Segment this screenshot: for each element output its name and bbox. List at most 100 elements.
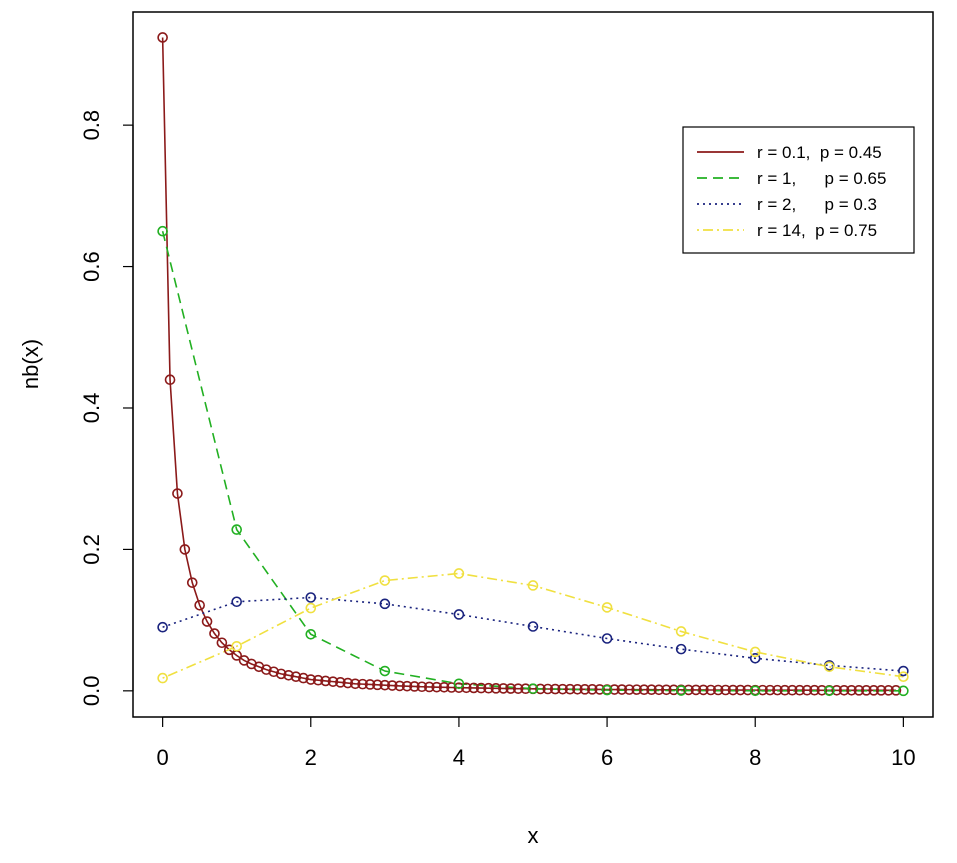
data-point	[720, 684, 731, 696]
data-point	[231, 640, 242, 652]
data-point	[801, 684, 813, 696]
data-point	[816, 684, 828, 696]
x-tick-label: 2	[305, 745, 317, 770]
data-point	[209, 628, 220, 639]
data-point	[875, 685, 887, 696]
data-point	[379, 679, 391, 691]
data-point	[216, 637, 228, 649]
data-point	[186, 577, 198, 588]
data-point	[394, 680, 405, 692]
data-point	[305, 674, 317, 685]
data-point	[898, 665, 909, 677]
data-point	[557, 683, 568, 695]
data-point	[164, 374, 176, 386]
data-point	[335, 677, 346, 688]
data-point	[653, 684, 665, 696]
data-point	[786, 684, 798, 696]
data-point	[623, 684, 635, 695]
data-point	[549, 683, 561, 695]
data-point	[705, 684, 717, 696]
plot-frame	[132, 11, 934, 718]
data-point	[823, 661, 835, 673]
data-point	[298, 672, 309, 684]
data-point	[201, 616, 213, 627]
data-point	[283, 669, 294, 681]
data-point	[861, 685, 872, 696]
data-point	[579, 684, 591, 695]
data-point	[453, 609, 465, 620]
data-point	[379, 665, 391, 677]
data-point	[438, 681, 450, 693]
data-point	[890, 685, 902, 696]
data-point	[349, 678, 361, 690]
data-point	[809, 684, 820, 696]
x-tick-label: 0	[157, 745, 169, 770]
y-tick-label: 0.0	[79, 676, 104, 707]
data-point	[749, 653, 761, 664]
data-point	[453, 568, 465, 579]
data-point	[846, 684, 857, 696]
data-point	[416, 681, 428, 693]
data-point	[157, 225, 168, 237]
data-point	[179, 544, 191, 555]
legend-label: r = 14, p = 0.75	[757, 221, 877, 240]
data-point	[157, 621, 168, 633]
data-point	[401, 680, 413, 692]
data-point	[527, 621, 539, 632]
data-point	[594, 684, 605, 695]
data-point	[853, 685, 865, 696]
x-tick-label: 6	[601, 745, 613, 770]
data-point	[275, 668, 287, 680]
y-tick-label: 0.6	[79, 251, 104, 282]
data-point	[423, 681, 435, 693]
y-tick-label: 0.2	[79, 534, 104, 565]
x-tick-label: 8	[749, 745, 761, 770]
data-point	[698, 684, 709, 696]
data-point	[231, 596, 242, 608]
data-point	[661, 684, 672, 696]
data-point	[616, 684, 628, 695]
data-point	[727, 684, 739, 696]
data-point	[512, 683, 524, 694]
data-point	[823, 685, 835, 697]
data-point	[757, 684, 768, 696]
legend-label: r = 1, p = 0.65	[757, 169, 886, 188]
x-axis-title: x	[528, 823, 539, 848]
data-point	[749, 685, 761, 697]
data-point	[520, 683, 531, 695]
data-point	[601, 633, 613, 644]
data-point	[898, 685, 909, 697]
data-point	[631, 684, 643, 695]
data-point	[838, 684, 850, 696]
data-point	[475, 682, 487, 694]
data-point	[749, 646, 761, 658]
data-point	[386, 680, 398, 691]
data-point	[735, 684, 746, 696]
data-point	[157, 32, 168, 43]
data-point	[638, 684, 650, 696]
data-point	[883, 685, 894, 696]
data-point	[535, 683, 546, 695]
data-point	[527, 683, 539, 695]
data-point	[675, 685, 687, 696]
data-point	[357, 678, 368, 690]
data-point	[364, 679, 376, 690]
data-point	[498, 683, 509, 694]
data-point	[453, 682, 465, 693]
data-point	[542, 683, 554, 695]
data-point	[868, 685, 880, 696]
data-point	[794, 684, 805, 696]
data-point	[231, 524, 242, 535]
data-point	[172, 488, 183, 499]
data-point	[601, 602, 613, 613]
series-points	[157, 32, 909, 697]
x-tick-label: 10	[891, 745, 915, 770]
x-axis: 0 2 4 6 8 10	[157, 716, 916, 770]
data-point	[157, 672, 168, 684]
data-point	[431, 681, 443, 693]
series-line-3	[162, 596, 904, 672]
data-point	[379, 575, 391, 586]
data-point	[342, 677, 354, 689]
data-point	[453, 678, 465, 690]
